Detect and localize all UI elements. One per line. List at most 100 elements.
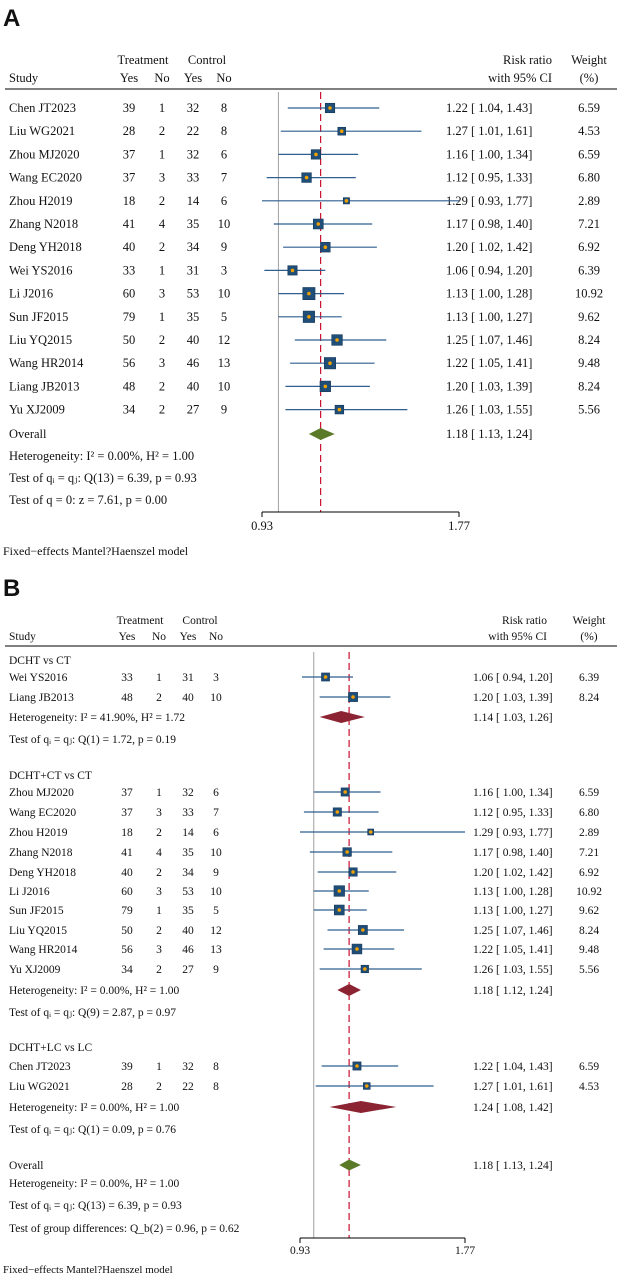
weight-header: Weight	[571, 53, 607, 67]
subgroup-ci-value: 1.18 [ 1.12, 1.24]	[473, 985, 553, 997]
overall-diamond	[339, 1159, 361, 1171]
risk-ratio-ci-value: 1.22 [ 1.04, 1.43]	[446, 101, 532, 115]
overall-homogeneity-test: Test of qᵢ = qⱼ: Q(13) = 6.39, p = 0.93	[9, 1200, 182, 1212]
treatment-no-value: 2	[159, 403, 165, 417]
control-no-value: 6	[213, 827, 219, 839]
point-estimate-dot	[337, 908, 342, 912]
point-estimate-dot	[344, 199, 349, 203]
treatment-yes-value: 37	[121, 787, 133, 799]
weight-value: 6.39	[579, 672, 599, 684]
overall-label: Overall	[9, 427, 47, 441]
weight-value: 6.92	[578, 240, 600, 254]
treatment-no-value: 2	[156, 925, 162, 937]
study-name: Zhang N2018	[9, 847, 73, 859]
treatment-yes-value: 33	[123, 263, 136, 277]
treatment-yes-value: 56	[121, 944, 133, 956]
treatment-yes-value: 33	[121, 672, 133, 684]
weight-value: 6.80	[578, 171, 600, 185]
treatment-yes-value: 60	[121, 886, 133, 898]
point-estimate-dot	[323, 384, 328, 389]
treatment-no-value: 4	[159, 217, 166, 231]
risk-ratio-ci-value: 1.17 [ 0.98, 1.40]	[473, 847, 553, 859]
control-yes-value: 46	[187, 356, 200, 370]
control-yes-value: 31	[187, 263, 200, 277]
subgroup-ci-value: 1.24 [ 1.08, 1.42]	[473, 1102, 553, 1114]
treatment-no-value: 2	[159, 240, 165, 254]
treatment-no-value: 3	[156, 886, 162, 898]
treatment-yes-value: 48	[121, 692, 133, 704]
subgroup-diamond	[329, 1101, 397, 1113]
heterogeneity-stat: Heterogeneity: I² = 0.00%, H² = 1.00	[9, 449, 194, 463]
treatment-no-value: 2	[159, 194, 165, 208]
overall-ci-value: 1.18 [ 1.13, 1.24]	[446, 427, 532, 441]
control-yes-value: 22	[182, 1081, 194, 1093]
group-differences-test: Test of group differences: Q_b(2) = 0.96…	[9, 1223, 240, 1235]
control-yes-value: 53	[187, 287, 200, 301]
weight-value: 6.80	[579, 807, 599, 819]
control-yes-value: 31	[182, 672, 194, 684]
treatment-yes-value: 37	[123, 171, 136, 185]
treatment-no-value: 1	[156, 905, 162, 917]
study-name: Wang HR2014	[9, 944, 78, 956]
control-yes-value: 32	[182, 787, 194, 799]
treatment-yes-value: 60	[123, 287, 136, 301]
control-no-value: 9	[221, 403, 227, 417]
point-estimate-dot	[335, 338, 339, 342]
treatment-yes-value: 50	[121, 925, 133, 937]
study-name: Deng YH2018	[9, 240, 82, 254]
treatment-no-value: 2	[156, 827, 162, 839]
subgroup-heterogeneity: Heterogeneity: I² = 41.90%, H² = 1.72	[9, 712, 185, 724]
treatment-yes-value: 37	[121, 807, 133, 819]
control-yes-value: 14	[187, 194, 200, 208]
risk-ratio-ci-value: 1.17 [ 0.98, 1.40]	[446, 217, 532, 231]
treatment-yes-value: 34	[123, 403, 136, 417]
control-no-value: 10	[210, 692, 222, 704]
control-yes-value: 40	[187, 333, 200, 347]
treatment-no-value: 2	[156, 1081, 162, 1093]
control-no-header: No	[209, 631, 223, 643]
risk-ratio-ci-value: 1.27 [ 1.01, 1.61]	[446, 124, 532, 138]
point-estimate-dot	[335, 810, 340, 814]
weight-value: 4.53	[578, 124, 600, 138]
treatment-no-value: 2	[156, 867, 162, 879]
treatment-no-header: No	[154, 71, 169, 85]
treatment-no-value: 1	[156, 672, 162, 684]
control-no-value: 12	[210, 925, 222, 937]
treatment-yes-value: 34	[121, 964, 133, 976]
risk-ratio-ci-value: 1.16 [ 1.00, 1.34]	[473, 787, 553, 799]
control-no-value: 9	[213, 964, 219, 976]
control-no-value: 13	[210, 944, 222, 956]
weight-value: 2.89	[579, 827, 599, 839]
study-name: Liu YQ2015	[9, 925, 67, 937]
study-name: Li J2016	[9, 287, 53, 301]
point-estimate-dot	[363, 967, 367, 971]
treatment-yes-value: 39	[121, 1061, 133, 1073]
treatment-yes-value: 79	[121, 905, 133, 917]
study-name: Zhou MJ2020	[9, 147, 80, 161]
overall-label: Overall	[9, 1160, 43, 1172]
point-estimate-dot	[316, 222, 321, 226]
study-name: Zhou H2019	[9, 194, 73, 208]
control-no-value: 7	[213, 807, 219, 819]
treatment-yes-value: 18	[123, 194, 136, 208]
treatment-yes-header: Yes	[119, 631, 136, 643]
weight-value: 6.59	[579, 1061, 599, 1073]
control-yes-header: Yes	[180, 631, 197, 643]
risk-ratio-ci-value: 1.22 [ 1.05, 1.41]	[473, 944, 553, 956]
treatment-yes-value: 18	[121, 827, 133, 839]
treatment-yes-value: 50	[123, 333, 136, 347]
study-name: Liang JB2013	[9, 692, 74, 704]
treatment-yes-value: 28	[121, 1081, 133, 1093]
control-yes-value: 35	[182, 847, 194, 859]
weight-value: 9.48	[578, 356, 600, 370]
control-no-value: 3	[221, 263, 227, 277]
risk-ratio-ci-value: 1.25 [ 1.07, 1.46]	[473, 925, 553, 937]
treatment-no-value: 2	[156, 964, 162, 976]
control-no-header: No	[216, 71, 231, 85]
heterogeneity-stat: Test of q = 0: z = 7.61, p = 0.00	[9, 493, 167, 507]
model-footnote: Fixed−effects Mantel?Haenszel model	[3, 1264, 173, 1276]
point-estimate-dot	[337, 889, 342, 893]
treatment-yes-header: Yes	[120, 71, 138, 85]
weight-value: 8.24	[579, 925, 599, 937]
panel-a-panel-label: A	[3, 5, 20, 32]
